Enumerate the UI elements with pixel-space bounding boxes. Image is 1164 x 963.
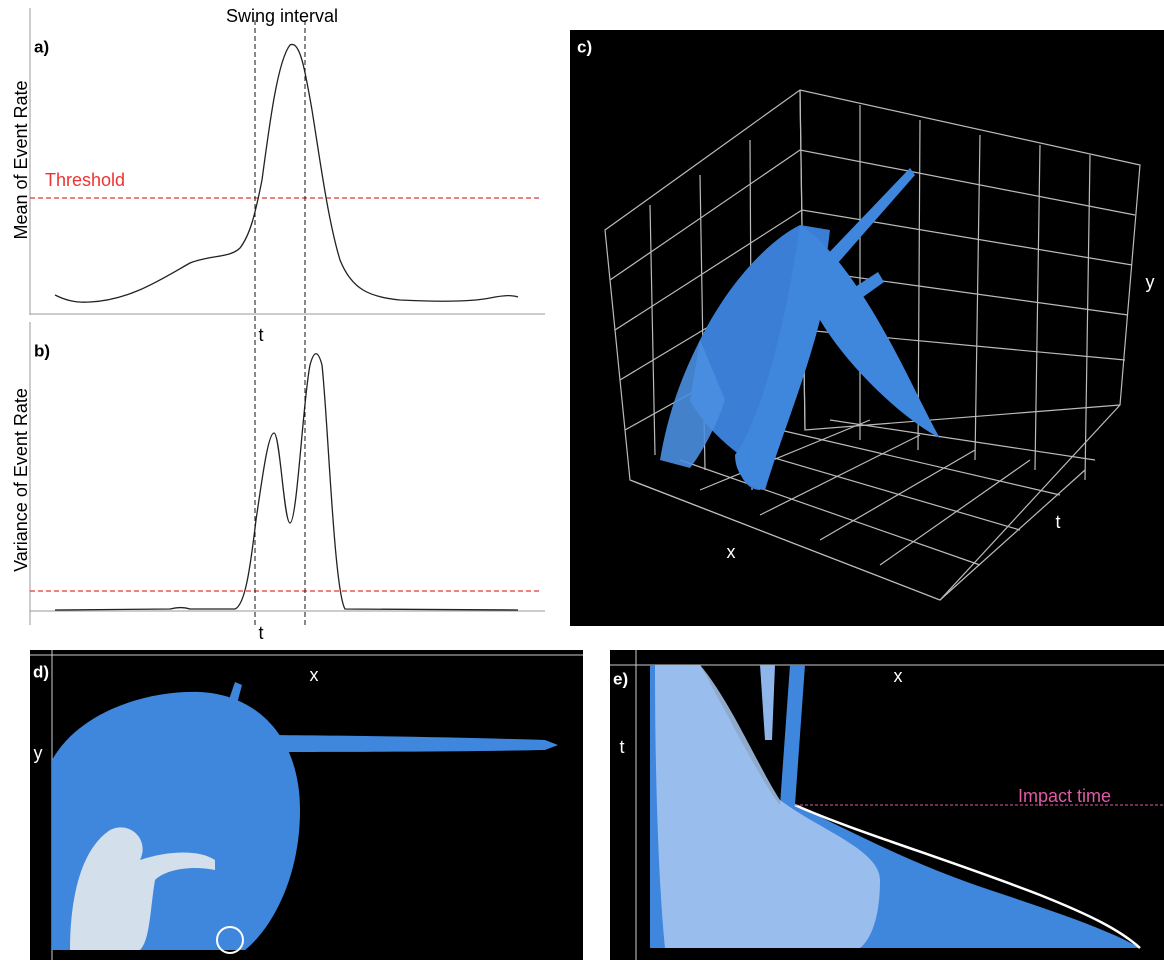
panel-d: d) x y: [30, 650, 583, 960]
panel-e: e) x t Impact time: [610, 650, 1164, 960]
x-axis-label: t: [258, 623, 263, 643]
t-axis-label: t: [619, 737, 624, 757]
impact-label: Impact time: [1018, 786, 1111, 806]
panel-label: c): [577, 37, 592, 56]
panel-label: e): [613, 669, 628, 688]
x-axis-label: x: [894, 666, 903, 686]
y-axis-label: Mean of Event Rate: [11, 80, 31, 239]
y-axis-label: y: [34, 743, 43, 763]
x-axis-label: t: [258, 325, 263, 345]
y-axis-label: y: [1146, 272, 1155, 292]
figure: a) Threshold Mean of Event Rate t b) Var…: [0, 0, 1164, 963]
panel-a: a) Threshold Mean of Event Rate t: [11, 8, 545, 345]
t-axis-label: t: [1055, 512, 1060, 532]
panel-label: d): [33, 662, 49, 681]
panel-label: b): [34, 341, 50, 360]
swing-label: Swing interval: [226, 6, 338, 26]
panel-b: b) Variance of Event Rate t: [11, 322, 545, 643]
x-axis-label: x: [727, 542, 736, 562]
y-axis-label: Variance of Event Rate: [11, 388, 31, 572]
panel-label: a): [34, 37, 49, 56]
variance-curve: [55, 354, 518, 610]
x-axis-label: x: [310, 665, 319, 685]
threshold-label: Threshold: [45, 170, 125, 190]
panel-c: c) y t x: [570, 30, 1164, 626]
